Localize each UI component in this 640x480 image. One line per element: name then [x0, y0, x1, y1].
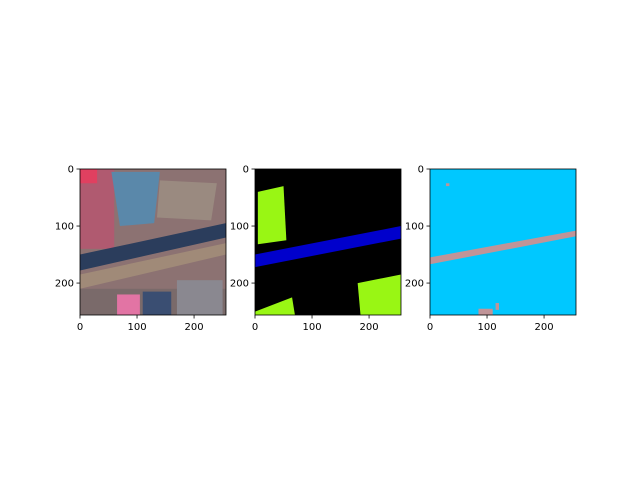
y-tick-label: 200 — [405, 279, 424, 290]
mask-image — [255, 169, 401, 315]
x-tick-label: 0 — [427, 322, 433, 333]
y-tick-label: 0 — [418, 165, 424, 176]
x-tick-label: 200 — [185, 322, 204, 333]
y-tick-label: 100 — [230, 222, 249, 233]
x-tick-label: 100 — [302, 322, 321, 333]
y-tick-label: 200 — [55, 279, 74, 290]
y-tick-label: 0 — [243, 165, 249, 176]
prediction-image — [430, 169, 576, 315]
satellite-image — [80, 169, 226, 315]
x-tick-label: 100 — [127, 322, 146, 333]
x-tick-label: 0 — [252, 322, 258, 333]
y-tick-label: 200 — [230, 279, 249, 290]
axes-frame — [429, 168, 577, 316]
y-tick-label: 100 — [55, 222, 74, 233]
x-tick-label: 0 — [77, 322, 83, 333]
y-tick-label: 100 — [405, 222, 424, 233]
axes-frame — [79, 168, 227, 316]
x-tick-label: 200 — [360, 322, 379, 333]
x-tick-label: 100 — [477, 322, 496, 333]
y-tick-label: 0 — [68, 165, 74, 176]
x-tick-label: 200 — [535, 322, 554, 333]
axes-frame — [254, 168, 402, 316]
